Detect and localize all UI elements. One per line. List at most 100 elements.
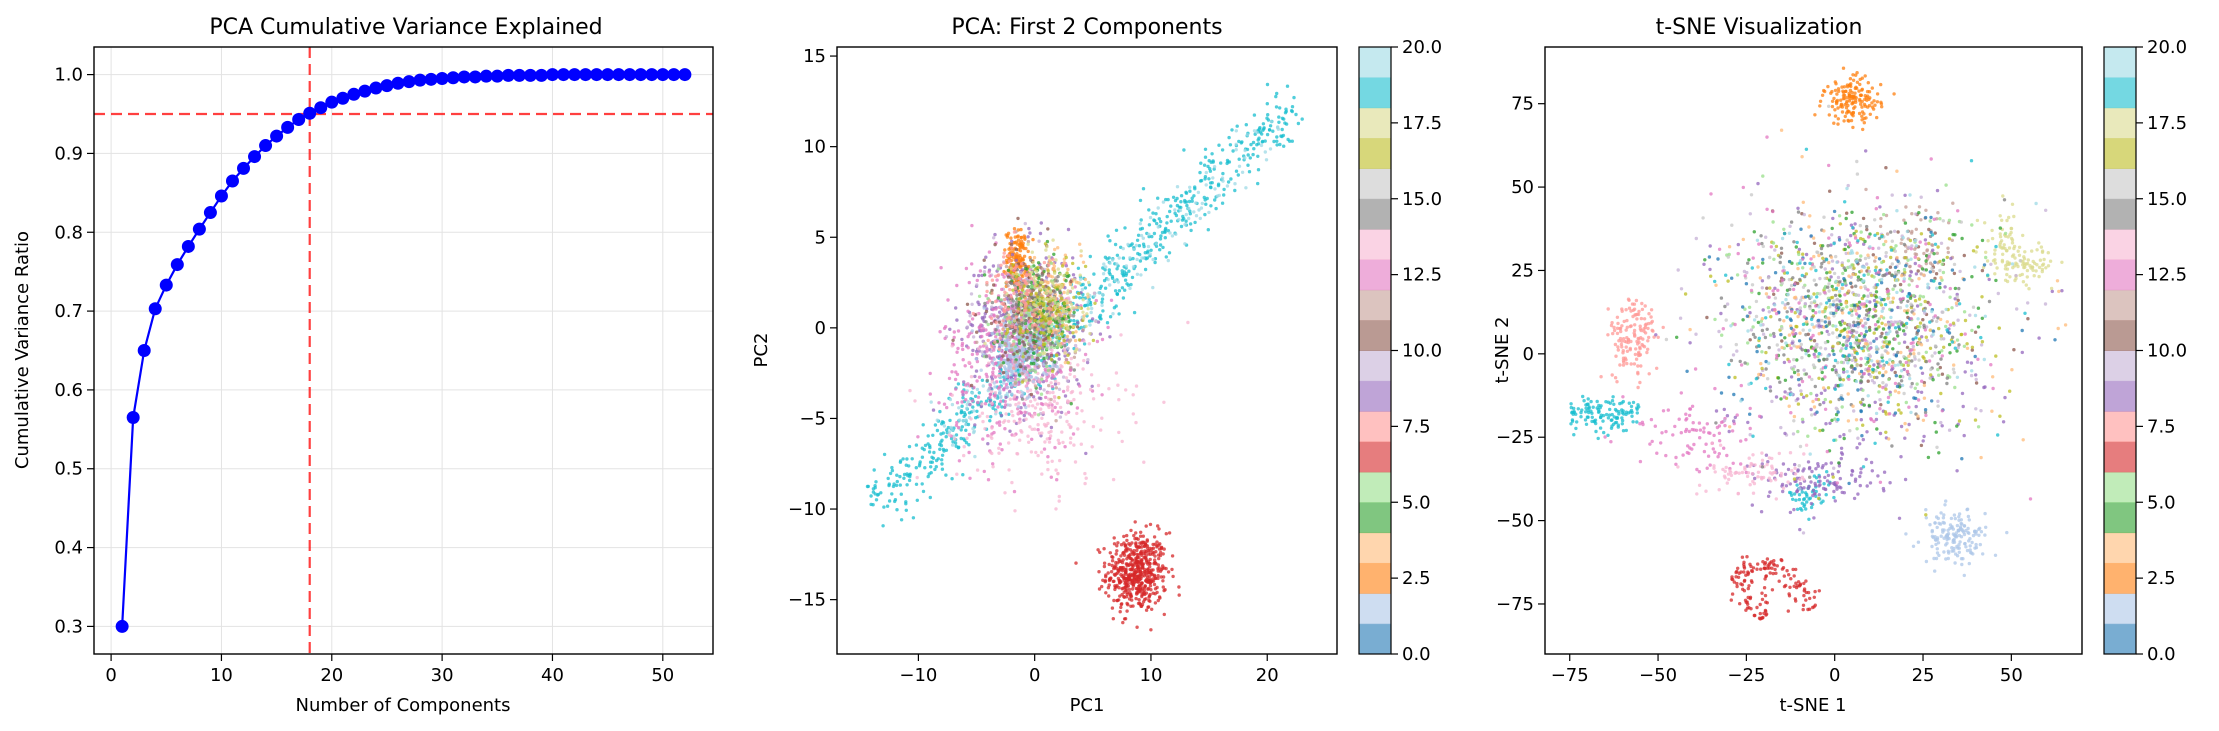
scatter-point [1114, 552, 1118, 556]
scatter-point [1957, 543, 1961, 547]
scatter-point [993, 242, 997, 247]
scatter-point [1860, 76, 1865, 80]
scatter-point [999, 305, 1003, 309]
scatter-point [1598, 426, 1603, 430]
scatter-point [1075, 325, 1080, 329]
scatter-point [1027, 226, 1031, 231]
scatter-point [2030, 249, 2034, 253]
scatter-point [1243, 148, 1247, 153]
scatter-point [931, 433, 935, 437]
scatter-point [2007, 215, 2011, 220]
scatter-point [1056, 246, 1060, 250]
scatter-point [980, 411, 985, 415]
scatter-point [1203, 175, 1208, 179]
scatter-point [1021, 355, 1025, 359]
scatter-point [905, 483, 909, 487]
scatter-point [1107, 387, 1111, 391]
scatter-point [1610, 321, 1614, 325]
scatter-point [1004, 395, 1008, 400]
scatter-point [1041, 342, 1046, 347]
scatter-point [1136, 233, 1141, 237]
scatter-point [1028, 231, 1032, 235]
scatter-point [948, 418, 952, 423]
scatter-point [1625, 325, 1630, 329]
scatter-point [1144, 579, 1148, 583]
scatter-point [1148, 522, 1153, 527]
scatter-point [975, 387, 980, 392]
scatter-point [1171, 195, 1176, 199]
scatter-point [1995, 266, 1999, 270]
scatter-point [1947, 536, 1951, 541]
scatter-point [1637, 350, 1641, 354]
scatter-point [1069, 279, 1073, 284]
scatter-point [960, 404, 964, 408]
scatter-point [986, 442, 990, 446]
scatter-point [1870, 86, 1875, 90]
scatter-point [907, 444, 912, 449]
scatter-point [1135, 625, 1139, 629]
scatter-point [1049, 297, 1053, 301]
scatter-point [1165, 214, 1169, 219]
data-point [645, 68, 659, 82]
scatter-point [1166, 570, 1171, 574]
scatter-point [1175, 185, 1180, 189]
scatter-point [1081, 298, 1085, 302]
scatter-point [1057, 494, 1062, 499]
scatter-point [928, 460, 933, 464]
scatter-point [1875, 100, 1880, 104]
scatter-point [1834, 101, 1839, 106]
scatter-point [1832, 495, 1836, 500]
scatter-point [981, 437, 985, 441]
scatter-point [1046, 227, 1050, 231]
scatter-point [1133, 570, 1138, 575]
scatter-point [1143, 584, 1148, 588]
data-point [556, 68, 570, 82]
scatter-point [1066, 325, 1070, 330]
scatter-point [1746, 602, 1750, 606]
scatter-point [1051, 364, 1055, 368]
scatter-point [1205, 196, 1209, 201]
scatter-point [1933, 521, 1937, 525]
scatter-point [996, 267, 1000, 271]
x-tick-label: −10 [899, 665, 937, 686]
scatter-point [1013, 381, 1018, 385]
scatter-point [1051, 390, 1055, 395]
scatter-point [1086, 358, 1090, 362]
scatter-point [1012, 352, 1016, 356]
scatter-point [934, 465, 938, 469]
scatter-point [1118, 581, 1122, 585]
scatter-point [1234, 148, 1238, 152]
scatter-point [1188, 212, 1193, 216]
scatter-point [1046, 327, 1051, 331]
scatter-point [984, 255, 988, 259]
scatter-point [1635, 420, 1639, 424]
scatter-point [2040, 263, 2045, 267]
scatter-point [1233, 182, 1237, 186]
scatter-point [1208, 169, 1213, 173]
scatter-point [1114, 563, 1118, 568]
scatter-point [1033, 318, 1037, 323]
scatter-point [1054, 372, 1059, 376]
scatter-point [1789, 493, 1794, 497]
scatter-point [1237, 164, 1242, 168]
scatter-point [1014, 258, 1018, 262]
scatter-point [1140, 570, 1145, 575]
scatter-point [1150, 550, 1155, 554]
scatter-point [1151, 591, 1155, 595]
scatter-point [1067, 308, 1071, 312]
scatter-point [1108, 261, 1112, 265]
scatter-point [969, 292, 974, 296]
scatter-point [1008, 429, 1012, 433]
scatter-point [1146, 575, 1150, 580]
scatter-point [939, 440, 943, 444]
scatter-point [997, 446, 1001, 450]
scatter-point [992, 430, 996, 435]
scatter-point [881, 524, 885, 528]
scatter-point [1083, 286, 1088, 290]
data-point [413, 73, 427, 87]
scatter-point [1116, 576, 1121, 581]
scatter-point [1065, 388, 1070, 392]
scatter-point [1949, 516, 1954, 521]
scatter-point [1045, 280, 1050, 285]
scatter-point [967, 411, 972, 415]
